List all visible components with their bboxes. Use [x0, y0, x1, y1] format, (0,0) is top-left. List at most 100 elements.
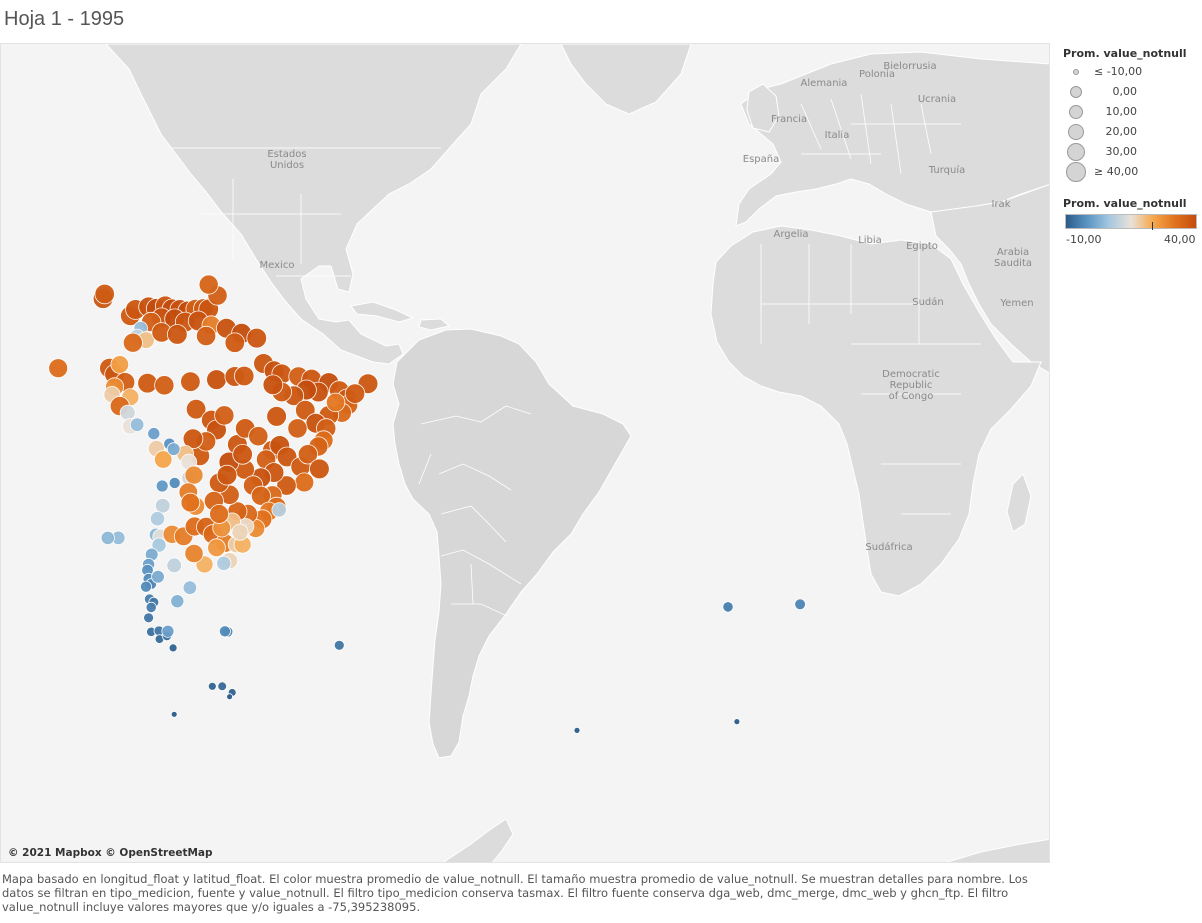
- station-marker[interactable]: [250, 485, 271, 506]
- station-marker[interactable]: [139, 580, 152, 593]
- land-south-america: [392, 328, 632, 759]
- station-marker[interactable]: [100, 530, 115, 545]
- station-marker[interactable]: [110, 355, 130, 374]
- station-marker[interactable]: [48, 358, 69, 379]
- station-marker[interactable]: [209, 504, 230, 524]
- station-marker[interactable]: [155, 479, 169, 493]
- land-uk: [746, 83, 780, 133]
- sheet-title: Hoja 1 - 1995: [4, 8, 125, 30]
- station-marker[interactable]: [573, 727, 581, 734]
- station-marker[interactable]: [262, 374, 284, 396]
- borders-africa: [760, 244, 981, 515]
- station-marker[interactable]: [170, 594, 185, 609]
- station-marker[interactable]: [248, 426, 269, 447]
- station-marker[interactable]: [271, 502, 287, 518]
- size-legend-row: 20,00: [1064, 122, 1194, 142]
- station-marker[interactable]: [266, 406, 287, 427]
- station-marker[interactable]: [231, 523, 249, 541]
- station-marker[interactable]: [226, 693, 234, 701]
- station-marker[interactable]: [170, 710, 178, 718]
- map-label: Turquía: [928, 164, 965, 176]
- station-marker[interactable]: [206, 369, 227, 390]
- station-marker[interactable]: [216, 555, 232, 571]
- color-ramp-max-label: 40,00: [1164, 233, 1196, 246]
- station-marker[interactable]: [216, 464, 238, 486]
- map-label: Bielorrusia: [883, 61, 936, 72]
- station-marker[interactable]: [185, 399, 207, 420]
- station-marker[interactable]: [233, 365, 255, 387]
- map-attribution[interactable]: © 2021 Mapbox © OpenStreetMap: [8, 847, 213, 859]
- station-marker[interactable]: [154, 375, 175, 396]
- station-marker[interactable]: [333, 639, 345, 651]
- station-marker[interactable]: [294, 472, 315, 493]
- station-marker[interactable]: [184, 465, 204, 485]
- station-marker[interactable]: [180, 371, 201, 392]
- station-marker[interactable]: [167, 324, 188, 345]
- size-legend-circle: [1066, 142, 1086, 162]
- station-marker[interactable]: [224, 332, 246, 353]
- station-marker[interactable]: [184, 543, 204, 564]
- land-antarctica-east: [945, 838, 1049, 862]
- station-marker[interactable]: [151, 569, 165, 584]
- station-marker[interactable]: [198, 274, 219, 295]
- station-marker[interactable]: [119, 404, 136, 421]
- station-marker[interactable]: [180, 492, 201, 513]
- station-marker[interactable]: [207, 681, 217, 691]
- station-marker[interactable]: [276, 475, 297, 496]
- station-marker[interactable]: [147, 427, 161, 441]
- size-legend-row: 0,00: [1064, 82, 1194, 102]
- land-greenland: [560, 44, 692, 115]
- station-marker[interactable]: [161, 624, 175, 638]
- station-marker[interactable]: [137, 373, 158, 394]
- border-us-canada: [171, 147, 441, 277]
- color-legend-title: Prom. value_notnull: [1063, 197, 1187, 210]
- station-marker[interactable]: [182, 428, 204, 450]
- station-marker[interactable]: [122, 332, 143, 353]
- station-marker[interactable]: [309, 458, 330, 480]
- station-marker[interactable]: [733, 718, 741, 725]
- map-label: Estados Unidos: [267, 149, 306, 171]
- station-marker[interactable]: [722, 601, 734, 613]
- station-marker[interactable]: [325, 392, 346, 413]
- map-label: Sudán: [912, 296, 944, 308]
- station-marker[interactable]: [143, 612, 155, 624]
- size-legend-label: 20,00: [1105, 125, 1138, 138]
- borders-south-america: [418, 405, 532, 617]
- map-label: Irak: [992, 199, 1011, 210]
- station-marker[interactable]: [153, 450, 173, 469]
- color-ramp-min-label: -10,00: [1066, 233, 1102, 246]
- station-marker[interactable]: [151, 537, 167, 553]
- map-label: Ucrania: [918, 94, 956, 105]
- color-ramp-tick: [1152, 222, 1153, 230]
- station-marker[interactable]: [196, 325, 217, 347]
- borders-europe: [800, 93, 961, 175]
- station-marker[interactable]: [182, 580, 198, 595]
- station-marker[interactable]: [168, 643, 178, 653]
- size-legend-circle: [1069, 85, 1083, 99]
- station-marker[interactable]: [217, 681, 228, 692]
- station-marker[interactable]: [246, 327, 268, 349]
- map-label: Libia: [858, 235, 882, 246]
- station-marker[interactable]: [218, 625, 231, 638]
- station-marker[interactable]: [168, 476, 181, 489]
- station-marker[interactable]: [129, 417, 145, 432]
- map-label: Argelia: [774, 229, 809, 240]
- size-legend-circle: [1068, 104, 1084, 120]
- map-label: Yemen: [999, 298, 1033, 309]
- station-marker[interactable]: [145, 601, 157, 614]
- station-marker[interactable]: [149, 511, 166, 527]
- station-marker[interactable]: [232, 443, 253, 465]
- station-marker[interactable]: [794, 598, 806, 611]
- station-marker[interactable]: [166, 557, 183, 574]
- station-marker[interactable]: [166, 442, 181, 456]
- map-view[interactable]: Estados Unidos Mexico Polonia Bielorrusia Ale…: [0, 43, 1050, 863]
- station-marker[interactable]: [214, 405, 235, 426]
- station-marker[interactable]: [297, 444, 318, 465]
- station-marker[interactable]: [94, 283, 115, 305]
- color-ramp: [1065, 214, 1197, 229]
- station-marker[interactable]: [207, 538, 226, 558]
- station-marker[interactable]: [154, 497, 171, 514]
- station-marker[interactable]: [344, 383, 366, 404]
- station-marker[interactable]: [287, 418, 308, 439]
